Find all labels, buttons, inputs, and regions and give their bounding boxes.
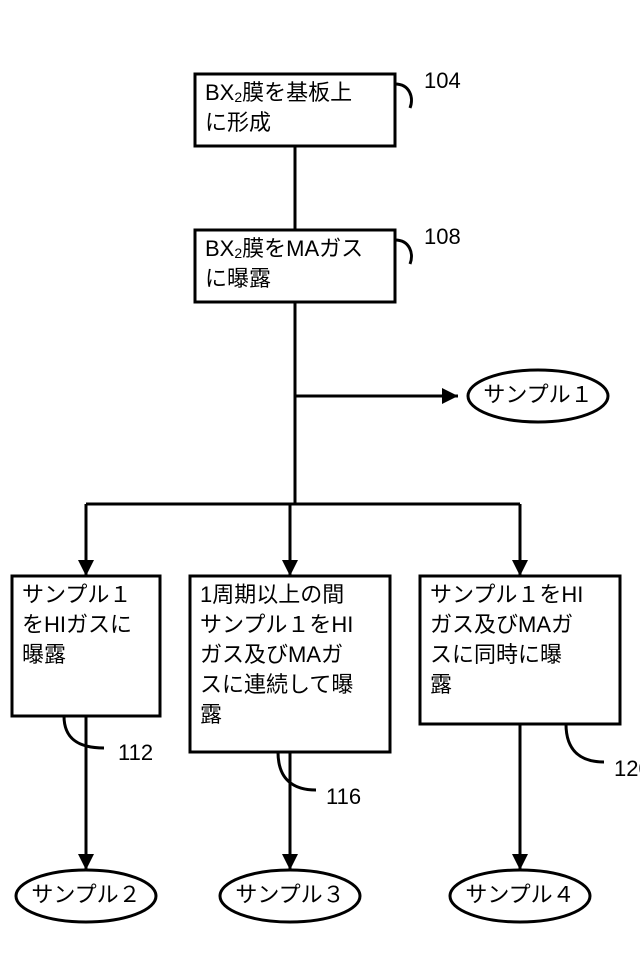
n116-number: 116: [326, 784, 361, 809]
n112-line-2: 曝露: [22, 642, 66, 667]
n104-line-0: BX2膜を基板上: [205, 80, 352, 105]
e3-label: サンプル３: [235, 882, 344, 907]
n108-line-1: に曝露: [205, 266, 271, 291]
n108-callout: [395, 240, 411, 264]
n112-callout: [64, 716, 104, 748]
e1-label: サンプル１: [483, 382, 592, 407]
n116-line-0: 1周期以上の間: [200, 582, 344, 607]
n104-number: 104: [424, 68, 461, 93]
n120-line-1: ガス及びMAガ: [430, 612, 573, 637]
n116-line-1: サンプル１をHI: [200, 612, 353, 637]
n120-line-0: サンプル１をHI: [430, 582, 583, 607]
n104-callout: [395, 84, 411, 108]
n108-line-0: BX2膜をMAガス: [205, 236, 363, 261]
n112-number: 112: [118, 740, 153, 765]
n120-callout: [566, 724, 604, 762]
n120-number: 120: [614, 756, 640, 781]
n116-line-4: 露: [200, 702, 222, 727]
e2-label: サンプル２: [31, 882, 140, 907]
n112-line-0: サンプル１: [22, 582, 131, 607]
n104-line-1: に形成: [205, 110, 271, 135]
flowchart-svg: BX2膜を基板上に形成104BX2膜をMAガスに曝露108サンプル１サンプル１を…: [0, 0, 640, 960]
n108-number: 108: [424, 224, 461, 249]
n120-line-2: スに同時に曝: [430, 642, 562, 667]
e4-label: サンプル４: [465, 882, 574, 907]
n112-line-1: をHIガスに: [22, 612, 132, 637]
n116-line-2: ガス及びMAガ: [200, 642, 343, 667]
n120-line-3: 露: [430, 672, 452, 697]
n116-callout: [278, 752, 316, 790]
n116-line-3: スに連続して曝: [200, 672, 353, 697]
